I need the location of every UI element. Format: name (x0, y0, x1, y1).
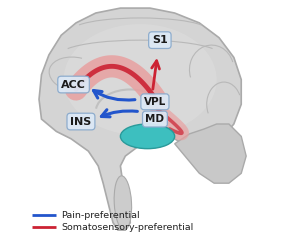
Text: S1: S1 (152, 35, 168, 45)
Polygon shape (39, 8, 241, 230)
Polygon shape (175, 124, 246, 183)
Ellipse shape (64, 24, 217, 135)
Text: Pain-preferential: Pain-preferential (61, 211, 140, 220)
Ellipse shape (120, 124, 175, 149)
Text: Somatosensory-preferential: Somatosensory-preferential (61, 223, 194, 232)
Text: INS: INS (70, 117, 92, 126)
Text: MD: MD (146, 114, 164, 124)
Text: VPL: VPL (144, 97, 166, 107)
Ellipse shape (114, 176, 132, 230)
Text: ACC: ACC (61, 80, 86, 90)
